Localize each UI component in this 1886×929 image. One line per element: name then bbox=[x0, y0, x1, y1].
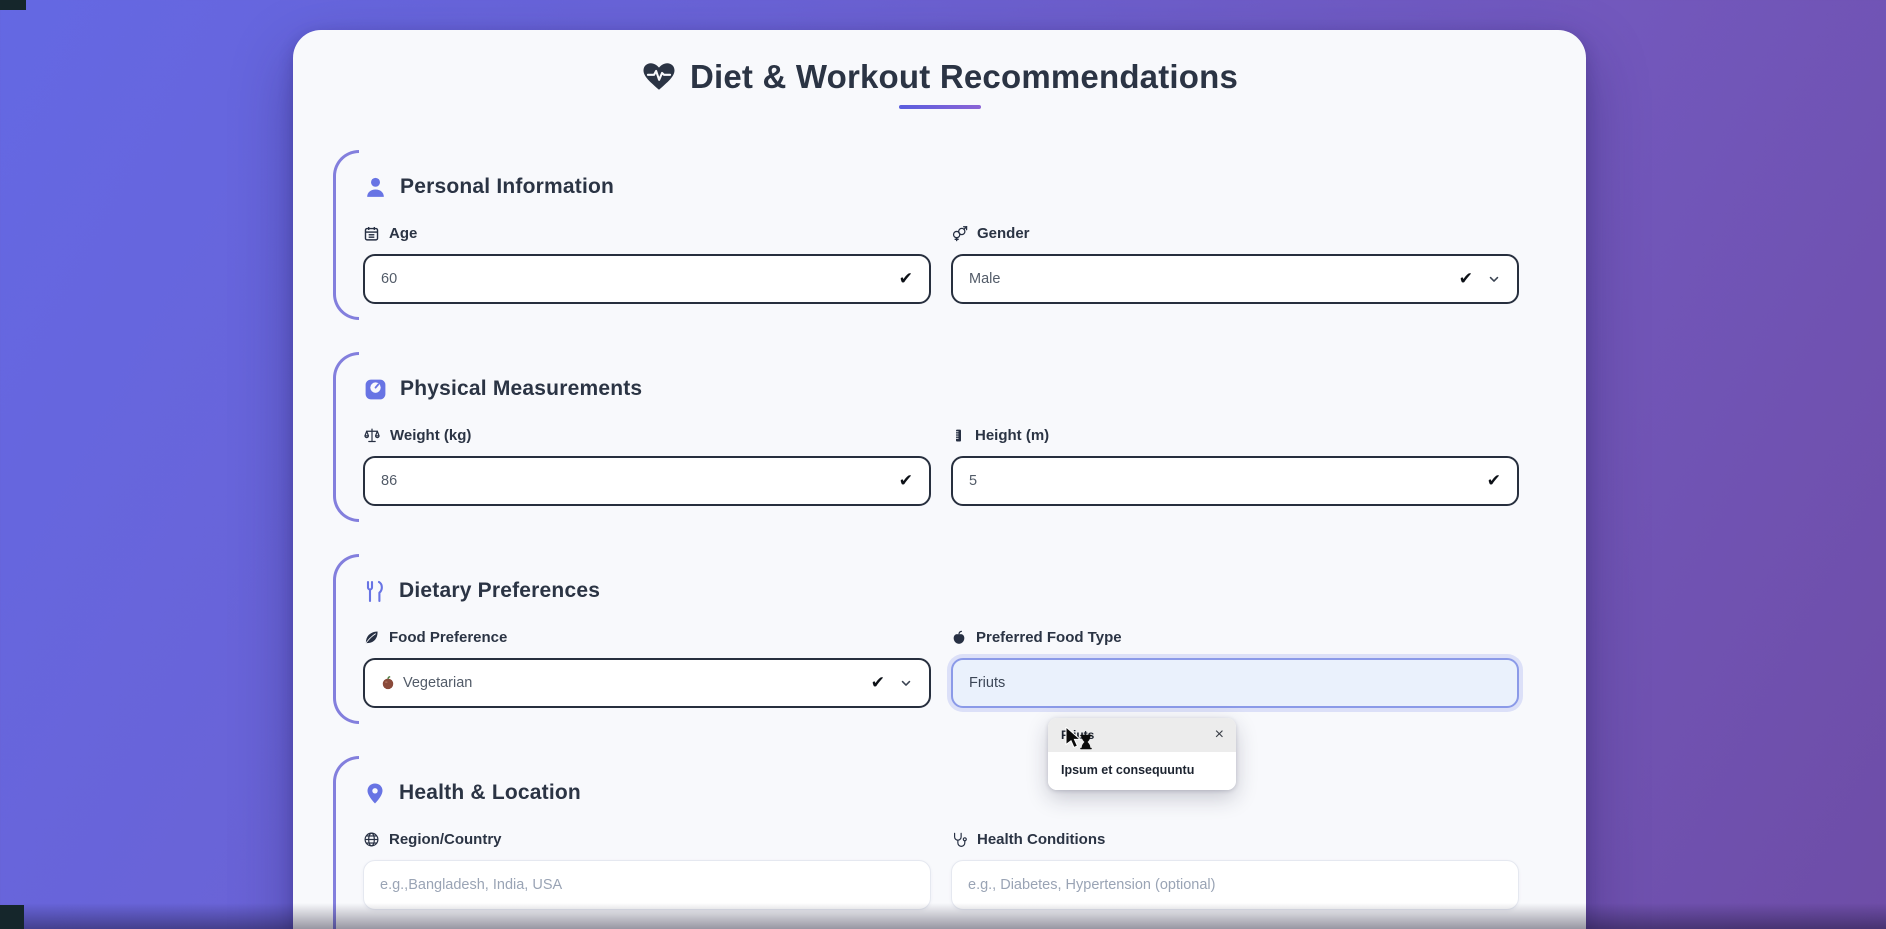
page-title-text: Diet & Workout Recommendations bbox=[689, 58, 1239, 95]
suggestion-popup: Friuts × Ipsum et consequuntu bbox=[1048, 718, 1236, 790]
field-region: Region/Country e.g.,Bangladesh, India, U… bbox=[363, 828, 931, 911]
field-gender: Gender Male ✔ bbox=[951, 222, 1519, 305]
section-bracket bbox=[333, 150, 359, 321]
preferred-food-type-label: Preferred Food Type bbox=[951, 626, 1519, 648]
section-header: Physical Measurements bbox=[363, 374, 1526, 404]
field-age: Age 60 ✔ bbox=[363, 222, 931, 305]
section-title: Health & Location bbox=[399, 781, 581, 805]
section-bracket bbox=[333, 352, 359, 523]
video-artifact bbox=[0, 905, 24, 929]
valid-check-icon: ✔ bbox=[898, 269, 913, 289]
gender-icon bbox=[951, 225, 968, 242]
suggestion-description: Ipsum et consequuntu bbox=[1048, 752, 1236, 790]
age-label: Age bbox=[363, 222, 931, 244]
gender-label: Gender bbox=[951, 222, 1519, 244]
section-header: Personal Information bbox=[363, 172, 1526, 202]
section-dietary-preferences: Dietary Preferences Food Preference bbox=[333, 554, 1526, 725]
section-bracket bbox=[333, 554, 359, 725]
fields-grid: Region/Country e.g.,Bangladesh, India, U… bbox=[363, 828, 1526, 911]
food-preference-label: Food Preference bbox=[363, 626, 931, 648]
apple-icon bbox=[951, 629, 967, 646]
valid-check-icon: ✔ bbox=[870, 673, 885, 693]
valid-check-icon: ✔ bbox=[1458, 269, 1473, 289]
page-title: Diet & Workout Recommendations bbox=[293, 56, 1586, 97]
health-conditions-label: Health Conditions bbox=[951, 828, 1519, 850]
height-label: Height (m) bbox=[951, 424, 1519, 446]
close-icon[interactable]: × bbox=[1214, 726, 1224, 743]
gender-select[interactable]: Male ✔ bbox=[951, 254, 1519, 305]
chevron-down-icon bbox=[1487, 272, 1501, 286]
placeholder-text: e.g.,Bangladesh, India, USA bbox=[380, 877, 563, 894]
field-preferred-food-type: Preferred Food Type Friuts bbox=[951, 626, 1519, 709]
section-personal-information: Personal Information Age 60 ✔ bbox=[333, 150, 1526, 321]
food-preference-select[interactable]: Vegetarian ✔ bbox=[363, 658, 931, 709]
region-label: Region/Country bbox=[363, 828, 931, 850]
weight-label: Weight (kg) bbox=[363, 424, 931, 446]
field-height: Height (m) 5 ✔ bbox=[951, 424, 1519, 507]
field-health-conditions: Health Conditions e.g., Diabetes, Hypert… bbox=[951, 828, 1519, 911]
heart-pulse-icon bbox=[641, 61, 677, 92]
title-underline bbox=[898, 105, 981, 110]
fields-grid: Food Preference Vegetarian ✔ bbox=[363, 626, 1526, 709]
video-edge-shade bbox=[0, 903, 1886, 929]
section-title: Dietary Preferences bbox=[399, 579, 601, 603]
card-header: Diet & Workout Recommendations bbox=[293, 30, 1586, 110]
section-header: Health & Location bbox=[363, 778, 1526, 808]
section-header: Dietary Preferences bbox=[363, 576, 1526, 606]
valid-check-icon: ✔ bbox=[898, 471, 913, 491]
globe-icon bbox=[363, 831, 380, 848]
health-conditions-input[interactable]: e.g., Diabetes, Hypertension (optional) bbox=[951, 860, 1519, 911]
chevron-down-icon bbox=[899, 676, 913, 690]
section-physical-measurements: Physical Measurements Weight (kg) 86 ✔ bbox=[333, 352, 1526, 523]
ruler-icon bbox=[951, 427, 966, 444]
calendar-icon bbox=[363, 225, 380, 242]
stethoscope-icon bbox=[951, 831, 968, 848]
valid-check-icon: ✔ bbox=[1486, 471, 1501, 491]
weight-scale-icon bbox=[363, 377, 388, 402]
location-pin-icon bbox=[363, 781, 387, 806]
busy-cursor-icon bbox=[1065, 727, 1099, 755]
field-food-preference: Food Preference Vegetarian ✔ bbox=[363, 626, 931, 709]
video-artifact bbox=[0, 0, 26, 10]
balance-scale-icon bbox=[363, 427, 381, 444]
person-icon bbox=[363, 175, 388, 200]
section-title: Personal Information bbox=[400, 175, 615, 199]
app-card: Diet & Workout Recommendations Personal … bbox=[293, 30, 1586, 929]
fields-grid: Weight (kg) 86 ✔ Height (m) bbox=[363, 424, 1526, 507]
utensils-icon bbox=[363, 579, 387, 604]
region-input[interactable]: e.g.,Bangladesh, India, USA bbox=[363, 860, 931, 911]
veggie-emoji bbox=[381, 676, 395, 690]
section-health-location: Health & Location Region/Country e.g.,Ba… bbox=[333, 756, 1526, 929]
preferred-food-type-input[interactable]: Friuts bbox=[951, 658, 1519, 709]
section-title: Physical Measurements bbox=[400, 377, 643, 401]
age-input[interactable]: 60 ✔ bbox=[363, 254, 931, 305]
weight-input[interactable]: 86 ✔ bbox=[363, 456, 931, 507]
placeholder-text: e.g., Diabetes, Hypertension (optional) bbox=[968, 877, 1216, 894]
leaf-icon bbox=[363, 629, 380, 646]
fields-grid: Age 60 ✔ Gender Male bbox=[363, 222, 1526, 305]
suggestion-popup-header: Friuts × bbox=[1048, 718, 1236, 752]
height-input[interactable]: 5 ✔ bbox=[951, 456, 1519, 507]
field-weight: Weight (kg) 86 ✔ bbox=[363, 424, 931, 507]
